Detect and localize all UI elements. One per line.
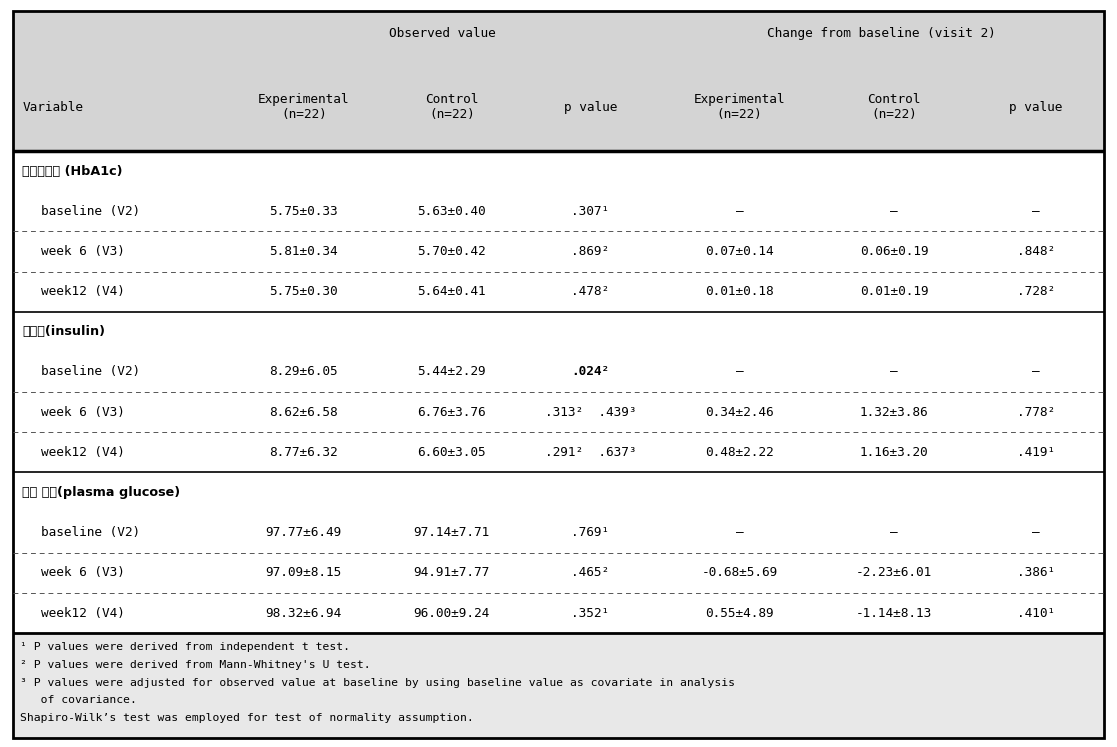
Text: 0.06±0.19: 0.06±0.19 (860, 245, 928, 258)
Text: .291²  .637³: .291² .637³ (545, 446, 636, 459)
Text: .307¹: .307¹ (571, 205, 610, 218)
Text: .419¹: .419¹ (1016, 446, 1056, 459)
Text: week 6 (V3): week 6 (V3) (41, 406, 125, 418)
Text: 5.63±0.40: 5.63±0.40 (418, 205, 486, 218)
Text: Variable: Variable (22, 101, 84, 114)
Text: 당화혁색소 (HbA1c): 당화혁색소 (HbA1c) (22, 164, 123, 178)
Text: .769¹: .769¹ (571, 526, 610, 539)
Text: p value: p value (1010, 101, 1062, 114)
Text: week12 (V4): week12 (V4) (41, 446, 125, 459)
Text: –: – (1032, 365, 1040, 379)
Text: 혁중 혁당(plasma glucose): 혁중 혁당(plasma glucose) (22, 486, 181, 499)
Text: –: – (736, 205, 743, 218)
Text: p value: p value (564, 101, 617, 114)
Text: .410¹: .410¹ (1016, 607, 1056, 619)
Text: 6.76±3.76: 6.76±3.76 (418, 406, 486, 418)
Text: week 6 (V3): week 6 (V3) (41, 245, 125, 258)
Text: 0.01±0.19: 0.01±0.19 (860, 285, 928, 298)
Text: 5.44±2.29: 5.44±2.29 (418, 365, 486, 379)
Text: 5.70±0.42: 5.70±0.42 (418, 245, 486, 258)
Text: 97.09±8.15: 97.09±8.15 (266, 566, 342, 580)
Text: 8.77±6.32: 8.77±6.32 (269, 446, 338, 459)
Text: 0.07±0.14: 0.07±0.14 (705, 245, 774, 258)
Text: .352¹: .352¹ (571, 607, 610, 619)
Text: –: – (736, 365, 743, 379)
Text: 1.32±3.86: 1.32±3.86 (860, 406, 928, 418)
Text: 0.01±0.18: 0.01±0.18 (705, 285, 774, 298)
Text: baseline (V2): baseline (V2) (41, 205, 141, 218)
Text: 1.16±3.20: 1.16±3.20 (860, 446, 928, 459)
Text: .313²  .439³: .313² .439³ (545, 406, 636, 418)
Text: Control
(n=22): Control (n=22) (426, 93, 478, 121)
Text: .478²: .478² (571, 285, 610, 298)
Text: –: – (890, 526, 898, 539)
Text: ² P values were derived from Mann-Whitney's U test.: ² P values were derived from Mann-Whitne… (20, 660, 371, 670)
Text: 0.55±4.89: 0.55±4.89 (705, 607, 774, 619)
Text: –: – (890, 205, 898, 218)
Text: –: – (1032, 205, 1040, 218)
Text: 94.91±7.77: 94.91±7.77 (413, 566, 490, 580)
Text: .386¹: .386¹ (1016, 566, 1056, 580)
Text: of covariance.: of covariance. (20, 695, 137, 705)
Bar (13, 11, 1104, 151)
Text: Experimental
(n=22): Experimental (n=22) (258, 93, 350, 121)
Text: –: – (890, 365, 898, 379)
Text: -2.23±6.01: -2.23±6.01 (856, 566, 933, 580)
Text: -1.14±8.13: -1.14±8.13 (856, 607, 933, 619)
Text: Experimental
(n=22): Experimental (n=22) (694, 93, 785, 121)
Text: .024²: .024² (571, 365, 610, 379)
Text: –: – (736, 526, 743, 539)
Text: 인싈린(insulin): 인싈린(insulin) (22, 325, 105, 338)
Text: 8.29±6.05: 8.29±6.05 (269, 365, 338, 379)
Text: 8.62±6.58: 8.62±6.58 (269, 406, 338, 418)
Text: 5.81±0.34: 5.81±0.34 (269, 245, 338, 258)
Text: 6.60±3.05: 6.60±3.05 (418, 446, 486, 459)
Text: 5.64±0.41: 5.64±0.41 (418, 285, 486, 298)
Text: week 6 (V3): week 6 (V3) (41, 566, 125, 580)
Text: .728²: .728² (1016, 285, 1056, 298)
Text: week12 (V4): week12 (V4) (41, 285, 125, 298)
Text: 97.77±6.49: 97.77±6.49 (266, 526, 342, 539)
Text: week12 (V4): week12 (V4) (41, 607, 125, 619)
Text: .778²: .778² (1016, 406, 1056, 418)
Text: 5.75±0.33: 5.75±0.33 (269, 205, 338, 218)
Text: 97.14±7.71: 97.14±7.71 (413, 526, 490, 539)
Text: 0.48±2.22: 0.48±2.22 (705, 446, 774, 459)
Text: baseline (V2): baseline (V2) (41, 365, 141, 379)
Text: .848²: .848² (1016, 245, 1056, 258)
Text: Change from baseline (visit 2): Change from baseline (visit 2) (767, 27, 995, 40)
Text: baseline (V2): baseline (V2) (41, 526, 141, 539)
Text: ¹ P values were derived from independent t test.: ¹ P values were derived from independent… (20, 642, 350, 652)
Text: 96.00±9.24: 96.00±9.24 (413, 607, 490, 619)
Text: 0.34±2.46: 0.34±2.46 (705, 406, 774, 418)
Text: 5.75±0.30: 5.75±0.30 (269, 285, 338, 298)
Text: –: – (1032, 526, 1040, 539)
Text: Shapiro-Wilk’s test was employed for test of normality assumption.: Shapiro-Wilk’s test was employed for tes… (20, 713, 474, 723)
Text: 98.32±6.94: 98.32±6.94 (266, 607, 342, 619)
Text: .465²: .465² (571, 566, 610, 580)
Text: Control
(n=22): Control (n=22) (868, 93, 920, 121)
Text: -0.68±5.69: -0.68±5.69 (701, 566, 777, 580)
Text: Observed value: Observed value (389, 27, 496, 40)
Text: ³ P values were adjusted for observed value at baseline by using baseline value : ³ P values were adjusted for observed va… (20, 678, 735, 687)
Bar (13, 633, 1104, 738)
Text: .869²: .869² (571, 245, 610, 258)
